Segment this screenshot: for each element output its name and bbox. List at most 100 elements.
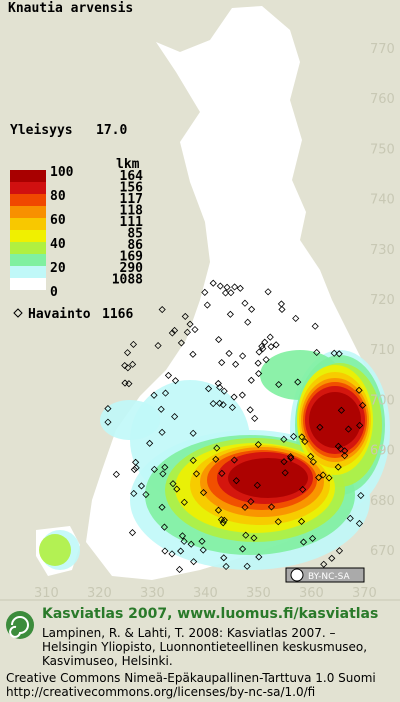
legend-swatch — [10, 230, 46, 242]
legend-swatch — [10, 242, 46, 254]
license-line: Creative Commons Nimeä-Epäkaupallinen-Ta… — [6, 671, 376, 685]
observation — [248, 305, 256, 313]
observation — [123, 349, 132, 357]
badge-text: BY-NC-SA — [308, 572, 351, 582]
observation — [212, 455, 220, 463]
observation — [209, 400, 217, 408]
observation — [177, 339, 185, 347]
count-label: 118 — [120, 204, 144, 219]
observation — [192, 470, 201, 478]
observation — [246, 406, 254, 414]
observation — [230, 456, 238, 464]
logo — [6, 611, 34, 639]
observation — [261, 338, 269, 346]
observation — [220, 387, 228, 395]
observation — [254, 440, 262, 449]
easting-label: 370 — [352, 586, 377, 601]
license-badge: BY-NC-SA — [285, 567, 365, 583]
observation — [142, 490, 150, 499]
observation — [355, 386, 363, 394]
observation — [297, 517, 306, 526]
observation — [311, 322, 319, 330]
observation — [161, 463, 169, 471]
observation — [191, 325, 199, 334]
observation — [104, 418, 112, 426]
observation — [236, 284, 244, 292]
cc-icon — [290, 568, 304, 582]
observation — [238, 391, 246, 399]
observation — [164, 371, 173, 379]
observation — [180, 498, 188, 506]
easting-label: 350 — [246, 586, 271, 601]
observation — [359, 401, 367, 409]
logo-circle — [6, 611, 34, 639]
observation — [243, 562, 251, 570]
observation — [161, 389, 170, 397]
observation — [189, 456, 197, 464]
observation — [255, 369, 263, 378]
observation — [146, 439, 154, 447]
observation — [272, 341, 280, 349]
observation — [319, 471, 327, 479]
observation — [226, 310, 234, 318]
legend-swatch — [10, 218, 46, 230]
legend-swatch — [10, 206, 46, 218]
observation — [201, 288, 209, 296]
observation — [255, 553, 263, 561]
observation — [241, 299, 249, 307]
frequency-value: 17.0 — [96, 123, 127, 138]
observation — [278, 305, 286, 314]
observation — [298, 433, 306, 441]
easting-label: 340 — [193, 586, 218, 601]
observation-legend: Havainto 1166 — [13, 307, 133, 322]
frequency-area — [309, 392, 361, 448]
observation — [220, 554, 228, 562]
northing-label: 680 — [370, 494, 395, 509]
observation — [251, 414, 259, 422]
observation — [124, 364, 132, 372]
scale-label: 60 — [50, 213, 66, 228]
observation — [186, 320, 194, 328]
count-label: 85 — [127, 227, 143, 242]
observation — [299, 538, 308, 546]
observation — [334, 442, 342, 450]
observation — [258, 342, 266, 350]
observation — [121, 379, 129, 387]
observation — [253, 481, 261, 489]
observation — [199, 546, 207, 554]
citation-line: Helsingin Yliopisto, Luonnontieteellinen… — [42, 640, 367, 654]
scale-label: 100 — [50, 165, 74, 180]
observation — [215, 335, 223, 344]
citation-line: Kasvimuseo, Helsinki. — [42, 654, 173, 668]
observation — [158, 428, 166, 436]
observation — [183, 328, 191, 336]
observation — [281, 469, 289, 477]
northing-label: 700 — [370, 393, 395, 408]
observation — [290, 432, 298, 441]
observation — [181, 312, 189, 320]
observation — [132, 464, 140, 472]
observation — [254, 359, 262, 367]
observation — [274, 518, 282, 526]
observation — [336, 445, 345, 453]
observation — [168, 550, 176, 558]
observation — [177, 547, 185, 555]
observation — [170, 326, 179, 335]
observation — [218, 358, 226, 367]
observation — [214, 506, 223, 514]
observation — [267, 343, 275, 351]
northing-label: 750 — [370, 142, 395, 157]
observation — [218, 469, 226, 477]
easting-label: 330 — [140, 586, 165, 601]
scale-label: 20 — [50, 261, 66, 276]
observation — [180, 537, 188, 545]
observation — [262, 356, 270, 364]
observation — [159, 470, 167, 478]
observation — [275, 381, 283, 389]
observation — [169, 480, 177, 488]
legend-swatch — [10, 266, 46, 278]
observation — [230, 393, 238, 401]
observation — [161, 547, 169, 555]
observation — [244, 318, 252, 326]
observation — [158, 305, 166, 314]
